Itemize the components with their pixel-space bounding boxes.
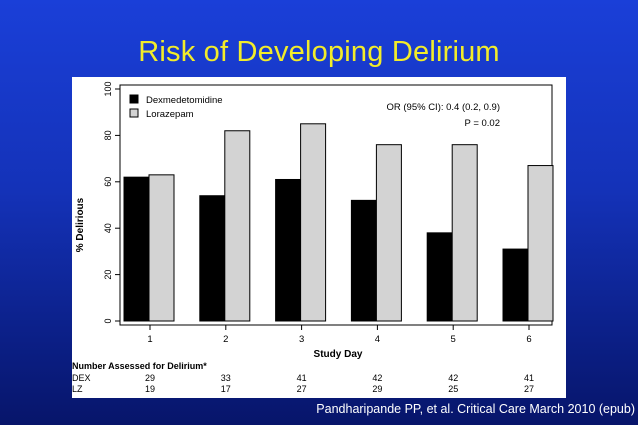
bar-dexmedetomidine-day-1 — [123, 176, 150, 322]
odds-ratio-annotation: OR (95% CI): 0.4 (0.2, 0.9) — [386, 102, 500, 113]
table-cell: 41 — [297, 373, 307, 383]
bar-lorazepam-day-4 — [375, 144, 402, 322]
y-tick-label: 80 — [103, 130, 113, 140]
bar-lorazepam-day-5 — [451, 144, 478, 322]
p-value-annotation: P = 0.02 — [465, 118, 500, 129]
table-cell: 29 — [372, 384, 382, 394]
y-tick-label: 100 — [103, 81, 113, 96]
table-row-label: LZ — [72, 384, 83, 394]
bar-dexmedetomidine-day-4 — [350, 199, 377, 322]
table-cell: 42 — [372, 373, 382, 383]
x-tick-label: 6 — [526, 334, 531, 345]
y-tick-label: 60 — [103, 177, 113, 187]
figure-panel: 0 20 40 60 80 100 1 2 3 4 5 6 Dexmedetomidine Loraze… — [72, 77, 566, 398]
bar-lorazepam-day-1 — [148, 174, 175, 322]
y-tick-label: 20 — [103, 270, 113, 280]
table-row-label: DEX — [72, 373, 91, 383]
bar-lorazepam-day-3 — [300, 123, 327, 322]
x-tick-label: 3 — [299, 334, 304, 345]
table-cell: 25 — [448, 384, 458, 394]
legend-swatch — [129, 94, 139, 104]
table-cell: 27 — [297, 384, 307, 394]
bar-dexmedetomidine-day-3 — [275, 178, 302, 322]
bar-dexmedetomidine-day-6 — [502, 248, 529, 322]
legend-label: Dexmedetomidine — [146, 95, 223, 106]
assessed-table-title: Number Assessed for Delirium* — [72, 361, 207, 371]
slide-title: Risk of Developing Delirium — [138, 36, 500, 68]
bar-lorazepam-day-6 — [527, 165, 554, 322]
x-axis-label: Study Day — [314, 349, 363, 360]
y-axis-label: % Delirious — [75, 197, 86, 252]
table-cell: 27 — [524, 384, 534, 394]
citation: Pandharipande PP, et al. Critical Care M… — [316, 402, 635, 416]
y-tick-label: 0 — [103, 318, 113, 323]
legend: Dexmedetomidine Lorazepam — [129, 94, 223, 120]
table-cell: 41 — [524, 373, 534, 383]
y-tick-label: 40 — [103, 223, 113, 233]
bar-lorazepam-day-2 — [224, 130, 251, 322]
table-cell: 17 — [221, 384, 231, 394]
x-tick-label: 1 — [147, 334, 152, 345]
bars — [123, 123, 554, 322]
x-tick-label: 4 — [375, 334, 380, 345]
bar-dexmedetomidine-day-2 — [199, 195, 226, 322]
table-cell: 42 — [448, 373, 458, 383]
table-cell: 29 — [145, 373, 155, 383]
bar-chart: 0 20 40 60 80 100 1 2 3 4 5 6 Dexmedetomidine Loraze… — [72, 81, 554, 394]
legend-swatch — [129, 108, 139, 118]
assessed-table: DEX 29 33 41 42 42 41 LZ 19 17 27 29 25 27 — [72, 373, 534, 394]
x-tick-label: 2 — [223, 334, 228, 345]
table-cell: 19 — [145, 384, 155, 394]
legend-label: Lorazepam — [146, 109, 194, 120]
table-cell: 33 — [221, 373, 231, 383]
bar-dexmedetomidine-day-5 — [426, 232, 453, 322]
x-tick-label: 5 — [451, 334, 456, 345]
